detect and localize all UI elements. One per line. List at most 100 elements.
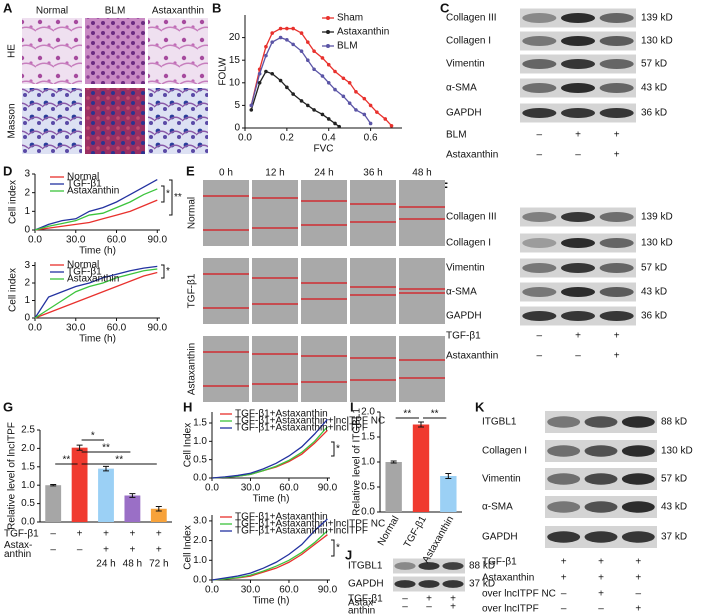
condition-mark: – — [402, 594, 408, 605]
legend-marker — [326, 30, 330, 34]
band — [560, 287, 596, 297]
band — [560, 83, 596, 93]
band — [394, 562, 416, 570]
band — [418, 580, 440, 588]
band — [547, 473, 581, 485]
condition-mark: – — [575, 351, 581, 362]
bar — [124, 495, 141, 522]
panel-label: K — [475, 399, 485, 414]
row-label: HE — [7, 44, 18, 58]
y-tick-label: 0 — [24, 225, 30, 236]
marker — [299, 99, 304, 103]
marker — [306, 58, 310, 62]
protein-label: Collagen I — [446, 238, 491, 249]
protein-label: GAPDH — [446, 311, 482, 322]
y-tick-label: 1.5 — [193, 418, 207, 429]
x-tick-label: TGF-β1 — [402, 514, 429, 550]
size-label: 43 kD — [641, 83, 667, 94]
error-bar — [390, 460, 397, 464]
y-tick-label: 0 — [234, 123, 240, 134]
panel-label: H — [183, 399, 192, 414]
marker — [291, 92, 295, 96]
legend-label: Astaxanthin — [67, 186, 119, 197]
condition-mark: + — [614, 130, 620, 141]
band — [547, 416, 581, 428]
y-axis-label: Cell Index — [183, 525, 194, 569]
y-tick-label: 1 — [24, 206, 30, 217]
band — [560, 36, 596, 46]
y-tick-label: 0.0 — [21, 517, 35, 528]
series-line — [211, 429, 328, 479]
marker — [347, 101, 352, 105]
band — [442, 580, 464, 588]
x-axis-label: FVC — [314, 144, 334, 155]
condition-label: TGF-β1 — [4, 529, 39, 540]
y-tick-label: 0 — [24, 313, 30, 324]
protein-label: GAPDH — [348, 579, 384, 590]
scratch-image — [350, 258, 396, 324]
condition-mark: + — [598, 573, 604, 584]
size-label: 57 kD — [661, 474, 687, 485]
series-line — [34, 179, 158, 231]
protein-label: Vimentin — [446, 263, 485, 274]
time-label: 72 h — [149, 559, 168, 570]
band — [560, 311, 596, 321]
marker — [362, 112, 367, 117]
marker — [326, 117, 331, 121]
y-tick-label: 1.0 — [193, 436, 207, 447]
condition-mark: – — [561, 604, 567, 615]
marker — [341, 76, 346, 81]
significance-label: * — [166, 189, 170, 200]
condition-mark: – — [50, 529, 56, 540]
x-tick-label: 0.4 — [322, 133, 336, 144]
significance-label: * — [91, 431, 95, 442]
protein-label: α-SMA — [446, 83, 477, 94]
error-bar — [103, 465, 109, 472]
condition-mark: + — [575, 130, 581, 141]
condition-mark: – — [77, 545, 83, 556]
column-label: Normal — [36, 6, 68, 17]
y-tick-label: 2.5 — [21, 425, 35, 436]
panel-label: C — [440, 0, 450, 15]
marker — [278, 78, 283, 83]
marker — [389, 123, 394, 128]
condition-label: over lncITPF NC — [482, 589, 556, 600]
series-line — [34, 271, 158, 319]
condition-label: BLM — [446, 130, 467, 141]
y-tick-label: 2 — [24, 278, 30, 289]
bar — [98, 468, 114, 522]
significance-label: ** — [431, 409, 439, 420]
band — [522, 36, 557, 46]
marker — [270, 40, 275, 44]
column-label: BLM — [105, 6, 126, 17]
series-line — [34, 265, 158, 319]
significance-bracket — [169, 179, 173, 216]
band — [599, 238, 634, 248]
significance-label: * — [336, 543, 340, 554]
column-label: 12 h — [265, 168, 284, 179]
protein-label: GAPDH — [446, 108, 482, 119]
marker — [337, 124, 342, 129]
protein-label: α-SMA — [482, 502, 513, 513]
protein-label: Collagen I — [446, 36, 491, 47]
condition-label: over lncITPF — [482, 604, 539, 615]
marker — [291, 26, 295, 31]
column-label: 0 h — [219, 168, 233, 179]
band — [584, 416, 618, 428]
band — [599, 287, 634, 297]
band — [522, 212, 557, 222]
series-line — [34, 188, 158, 231]
condition-mark: + — [635, 604, 641, 615]
condition-mark: – — [402, 602, 408, 613]
column-label: 24 h — [314, 168, 333, 179]
size-label: 36 kD — [641, 108, 667, 119]
condition-label: TGF-β1 — [348, 594, 383, 605]
band — [584, 501, 618, 513]
size-label: 139 kD — [641, 212, 673, 223]
y-tick-label: 1.5 — [21, 461, 35, 472]
micrograph — [85, 18, 145, 84]
panel-label: D — [3, 163, 12, 178]
size-label: 37 kD — [469, 579, 495, 590]
band — [560, 238, 596, 248]
